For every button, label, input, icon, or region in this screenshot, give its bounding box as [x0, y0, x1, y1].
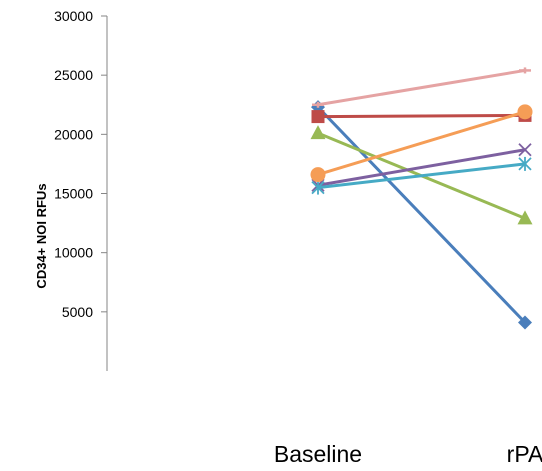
series-line — [316, 162, 527, 190]
series-line — [316, 148, 527, 187]
data-point — [518, 143, 532, 157]
series-1 — [311, 100, 532, 330]
series-5 — [311, 156, 532, 195]
data-point — [310, 125, 326, 140]
data-point — [517, 210, 533, 225]
y-tick-label: 10000 — [54, 245, 93, 261]
series-7 — [312, 67, 531, 108]
y-axis-title: CD34+ NOI RFUs — [34, 183, 49, 288]
data-point — [518, 315, 532, 330]
data-point — [311, 180, 325, 195]
series-layer — [310, 67, 533, 330]
y-tick-label: 30000 — [54, 8, 93, 24]
data-point — [312, 101, 324, 108]
x-category-label: rPA — [507, 441, 542, 467]
y-tick-label: 15000 — [54, 186, 93, 202]
y-tick-label: 25000 — [54, 67, 93, 83]
data-point — [311, 110, 325, 124]
series-line — [316, 68, 527, 107]
series-6 — [310, 104, 533, 183]
data-point — [517, 104, 533, 120]
series-line — [316, 110, 527, 177]
x-category-label: Baseline — [274, 441, 362, 467]
y-tick-label: 5000 — [62, 304, 93, 320]
series-line — [316, 105, 527, 324]
axes: 5000 10000 15000 20000 25000 30000 Baseline rPA — [54, 8, 542, 467]
data-point — [518, 156, 532, 171]
data-point — [310, 167, 326, 183]
y-tick-label: 20000 — [54, 126, 93, 142]
data-point — [519, 67, 531, 74]
series-line — [316, 113, 527, 119]
